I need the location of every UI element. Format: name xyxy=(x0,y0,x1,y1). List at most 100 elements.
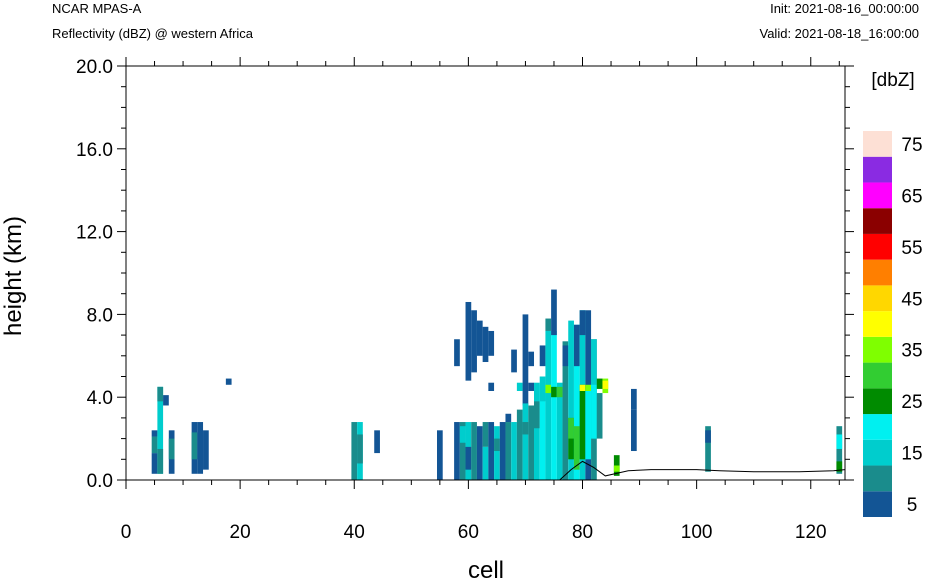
reflectivity-cell xyxy=(157,386,164,474)
reflectivity-cell xyxy=(705,430,711,443)
colorbar-label: 55 xyxy=(901,238,922,259)
reflectivity-cell xyxy=(528,405,535,480)
reflectivity-cell xyxy=(573,324,580,367)
terrain-line xyxy=(126,460,846,481)
colorbar-swatch xyxy=(863,311,892,337)
reflectivity-cell xyxy=(203,430,209,470)
reflectivity-cell xyxy=(471,422,477,480)
y-tick-label: 16.0 xyxy=(76,140,113,161)
x-tick-label: 0 xyxy=(121,522,132,543)
y-axis: 0.0 4.0 8.0 12.0 16.0 20.0 xyxy=(76,57,854,492)
plot-area xyxy=(126,66,845,480)
reflectivity-cell xyxy=(836,434,843,449)
reflectivity-cell xyxy=(585,388,592,460)
reflectivity-cell xyxy=(596,393,603,439)
y-tick-label: 20.0 xyxy=(76,57,113,78)
reflectivity-cell xyxy=(551,289,557,336)
colorbar: 5 15 25 35 45 55 65 75 xyxy=(863,131,923,517)
colorbar-swatch xyxy=(863,362,892,389)
colorbar-label: 35 xyxy=(901,341,922,362)
reflectivity-cell xyxy=(568,417,574,439)
reflectivity-cell xyxy=(573,324,580,480)
x-tick-label: 60 xyxy=(458,522,479,543)
reflectivity-cell xyxy=(631,409,637,452)
x-tick-label: 100 xyxy=(681,522,713,543)
reflectivity-cell xyxy=(585,384,592,391)
reflectivity-cell xyxy=(488,330,495,356)
reflectivity-cell xyxy=(539,376,546,402)
reflectivity-cell xyxy=(494,426,500,480)
reflectivity-cell xyxy=(528,351,535,367)
valid-time: Valid: 2021-08-18_16:00:00 xyxy=(760,26,920,41)
reflectivity-cell xyxy=(197,422,204,474)
reflectivity-cell xyxy=(836,426,843,474)
reflectivity-cell xyxy=(539,384,546,480)
reflectivity-cell xyxy=(534,401,540,429)
reflectivity-cell xyxy=(556,386,563,398)
reflectivity-cell xyxy=(191,432,198,460)
x-tick-label: 120 xyxy=(795,522,827,543)
reflectivity-cell xyxy=(482,422,489,447)
reflectivity-cell xyxy=(505,422,512,480)
reflectivity-cell xyxy=(437,430,443,480)
colorbar-label: 65 xyxy=(901,186,922,207)
colorbar-swatch xyxy=(863,131,892,157)
reflectivity-cell xyxy=(494,438,500,452)
reflectivity-cell xyxy=(459,426,466,443)
reflectivity-cell xyxy=(357,434,363,464)
colorbar-swatch xyxy=(863,439,892,466)
colorbar-label: 5 xyxy=(907,495,918,516)
reflectivity-cell xyxy=(545,330,552,480)
reflectivity-cell xyxy=(454,339,460,367)
colorbar-label: 15 xyxy=(901,444,922,465)
colorbar-label: 45 xyxy=(901,289,922,310)
colorbar-swatch xyxy=(863,388,892,415)
reflectivity-cell xyxy=(454,422,460,480)
y-tick-label: 8.0 xyxy=(87,305,113,326)
colorbar-title: [dbZ] xyxy=(871,70,914,91)
reflectivity-cell xyxy=(568,320,574,480)
model-title: NCAR MPAS-A xyxy=(52,1,142,16)
reflectivity-cell xyxy=(591,384,597,439)
reflectivity-cell xyxy=(556,382,563,480)
reflectivity-cell xyxy=(465,301,472,381)
reflectivity-cell xyxy=(631,388,637,410)
reflectivity-cell xyxy=(225,378,232,385)
reflectivity-cell xyxy=(539,345,546,367)
reflectivity-cell xyxy=(579,310,586,336)
colorbar-swatch xyxy=(863,285,892,312)
y-tick-label: 4.0 xyxy=(87,388,113,409)
colorbar-label: 25 xyxy=(901,392,922,413)
reflectivity-cell xyxy=(522,422,529,435)
reflectivity-cell xyxy=(522,314,529,406)
reflectivity-cell xyxy=(157,386,164,402)
reflectivity-cell xyxy=(551,386,557,398)
colorbar-swatch xyxy=(863,414,892,440)
reflectivity-cell xyxy=(482,446,489,480)
colorbar-swatch xyxy=(863,182,892,209)
reflectivity-cell xyxy=(579,384,586,391)
reflectivity-cell xyxy=(511,422,517,480)
reflectivity-cell xyxy=(579,384,586,460)
reflectivity-cell xyxy=(613,465,620,472)
x-axis-title: cell xyxy=(468,557,504,580)
reflectivity-cell xyxy=(511,349,517,373)
reflectivity-cell xyxy=(573,426,580,470)
colorbar-swatch xyxy=(863,336,892,363)
reflectivity-cell xyxy=(163,395,169,406)
y-tick-label: 0.0 xyxy=(87,471,113,492)
colorbar-swatch xyxy=(863,259,892,286)
reflectivity-cell xyxy=(476,320,483,356)
x-tick-label: 40 xyxy=(344,522,365,543)
reflectivity-cell xyxy=(562,341,569,480)
init-time: Init: 2021-08-16_00:00:00 xyxy=(770,1,919,16)
reflectivity-cell xyxy=(551,330,557,480)
colorbar-swatch xyxy=(863,156,892,183)
reflectivity-cell xyxy=(516,409,523,480)
colorbar-swatch xyxy=(863,208,892,234)
colorbar-swatch xyxy=(863,491,892,517)
reflectivity-cell xyxy=(836,461,843,472)
reflectivity-cell xyxy=(351,422,358,480)
reflectivity-cell xyxy=(516,382,523,391)
